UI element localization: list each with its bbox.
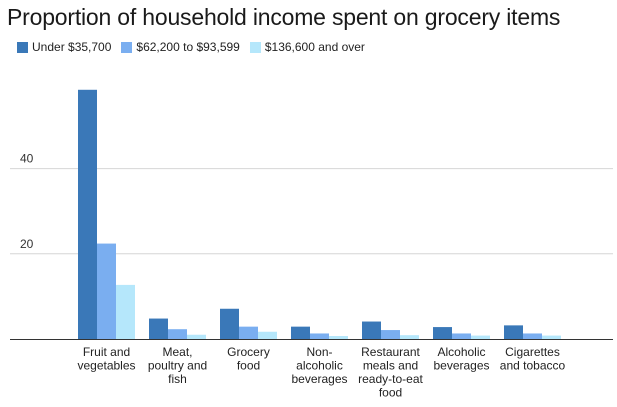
x-tick-label-7: Cigarettes and tobacco <box>500 345 566 373</box>
bar-series-2-cat-7 <box>523 333 542 339</box>
x-tick-label-4-line-1: Non- <box>306 345 332 359</box>
legend-item-series-2: $62,200 to $93,599 <box>121 40 240 54</box>
x-tick-label-5-line-3: ready-to-eat <box>358 372 423 386</box>
bar-series-2-cat-2 <box>168 329 187 339</box>
x-tick-label-3: Grocery food <box>227 345 270 373</box>
legend-item-series-3: $136,600 and over <box>249 40 365 54</box>
chart-title: Proportion of household income spent on … <box>7 4 561 30</box>
x-tick-label-7-line-2: and tobacco <box>500 359 566 373</box>
bar-series-1-cat-2 <box>149 318 168 339</box>
bar-series-1-cat-1 <box>78 89 97 339</box>
y-tick-label-40: 40 <box>20 152 34 166</box>
bar-series-1-cat-5 <box>362 321 381 339</box>
legend-item-series-1: Under $35,700 <box>17 40 111 54</box>
bar-series-2-cat-5 <box>381 330 400 339</box>
x-tick-label-2-line-3: fish <box>168 372 187 386</box>
bar-series-3-cat-7 <box>542 335 561 339</box>
x-tick-label-4-line-2: alcoholic <box>296 359 343 373</box>
bar-series-1-cat-6 <box>433 327 452 339</box>
legend-label-series-2: $62,200 to $93,599 <box>136 40 240 54</box>
x-tick-label-2-line-1: Meat, <box>162 345 192 359</box>
legend-label-series-3: $136,600 and over <box>264 40 365 54</box>
bar-series-3-cat-3 <box>258 331 277 339</box>
x-tick-label-4: Non-alcoholic beverages <box>291 345 347 386</box>
bar-series-1-cat-4 <box>291 326 310 339</box>
bar-series-2-cat-3 <box>239 326 258 339</box>
x-tick-label-6-line-1: Alcoholic <box>437 345 485 359</box>
legend: Under $35,700 $62,200 to $93,599 $136,60… <box>17 40 375 54</box>
x-tick-label-5-line-2: meals and <box>363 359 418 373</box>
bar-series-3-cat-2 <box>187 334 206 339</box>
x-tick-label-2-line-2: poultry and <box>148 359 207 373</box>
x-tick-label-3-line-1: Grocery <box>227 345 270 359</box>
x-tick-label-6-line-2: beverages <box>433 359 489 373</box>
x-tick-label-5-line-4: food <box>379 386 402 400</box>
x-tick-label-6: Alcoholic beverages <box>433 345 489 373</box>
bar-series-1-cat-7 <box>504 325 523 339</box>
x-tick-label-5: Restaurant meals and ready-to-eat food <box>358 345 423 400</box>
bar-series-3-cat-4 <box>329 336 348 339</box>
y-tick-label-20: 20 <box>20 237 34 251</box>
x-tick-label-2: Meat, poultry and fish <box>148 345 207 386</box>
bar-series-3-cat-5 <box>400 335 419 339</box>
bar-series-1-cat-3 <box>220 308 239 339</box>
x-tick-label-4-line-3: beverages <box>291 372 347 386</box>
x-tick-label-3-line-2: food <box>237 359 260 373</box>
bar-series-2-cat-6 <box>452 333 471 339</box>
legend-swatch-series-2 <box>121 41 133 53</box>
bar-series-2-cat-1 <box>97 243 116 339</box>
x-tick-label-7-line-1: Cigarettes <box>505 345 560 359</box>
x-tick-label-1: Fruit and vegetables <box>77 345 135 373</box>
bar-series-2-cat-4 <box>310 333 329 339</box>
bar-series-3-cat-1 <box>116 284 135 339</box>
bar-series-3-cat-6 <box>471 335 490 339</box>
x-tick-label-5-line-1: Restaurant <box>361 345 420 359</box>
x-tick-label-1-line-2: vegetables <box>77 359 135 373</box>
legend-swatch-series-3 <box>249 41 261 53</box>
legend-swatch-series-1 <box>17 41 28 53</box>
legend-label-series-1: Under $35,700 <box>32 40 112 54</box>
x-tick-label-1-line-1: Fruit and <box>83 345 130 359</box>
